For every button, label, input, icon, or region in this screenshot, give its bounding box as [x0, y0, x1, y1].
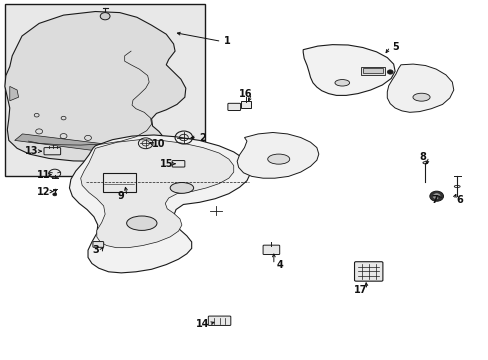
Bar — [102, 173, 136, 192]
Text: 13: 13 — [25, 146, 39, 156]
Polygon shape — [81, 140, 233, 248]
Circle shape — [429, 191, 443, 201]
Polygon shape — [69, 135, 250, 273]
Text: 14: 14 — [196, 319, 209, 329]
Polygon shape — [10, 86, 19, 101]
Text: 2: 2 — [199, 132, 206, 143]
FancyBboxPatch shape — [354, 262, 382, 281]
Bar — [362, 68, 383, 73]
FancyBboxPatch shape — [263, 245, 279, 255]
Text: 15: 15 — [159, 159, 173, 169]
Text: 7: 7 — [431, 195, 438, 205]
Ellipse shape — [267, 154, 289, 164]
Polygon shape — [386, 64, 453, 112]
Text: 10: 10 — [152, 139, 165, 149]
Bar — [360, 67, 385, 75]
FancyBboxPatch shape — [44, 148, 61, 155]
Text: 17: 17 — [353, 285, 367, 295]
Circle shape — [432, 194, 439, 199]
Polygon shape — [5, 12, 185, 161]
Polygon shape — [303, 45, 394, 95]
Text: 1: 1 — [224, 36, 230, 46]
Text: 12: 12 — [37, 186, 51, 197]
Text: 5: 5 — [392, 42, 399, 52]
FancyBboxPatch shape — [227, 103, 240, 111]
Bar — [5, 4, 205, 176]
Text: 16: 16 — [239, 89, 252, 99]
Text: 9: 9 — [118, 191, 124, 201]
Circle shape — [100, 13, 110, 20]
FancyBboxPatch shape — [208, 316, 230, 325]
Text: 8: 8 — [419, 152, 426, 162]
Polygon shape — [15, 134, 134, 155]
Text: 4: 4 — [276, 260, 283, 270]
Ellipse shape — [334, 80, 349, 86]
Circle shape — [386, 70, 392, 74]
FancyBboxPatch shape — [93, 242, 103, 247]
Text: 11: 11 — [37, 170, 51, 180]
Ellipse shape — [170, 183, 193, 193]
FancyBboxPatch shape — [241, 101, 250, 108]
Polygon shape — [237, 132, 318, 178]
Text: 3: 3 — [92, 245, 99, 255]
Ellipse shape — [126, 216, 157, 230]
Ellipse shape — [412, 93, 429, 101]
Circle shape — [53, 193, 57, 196]
FancyBboxPatch shape — [172, 161, 184, 167]
Text: 6: 6 — [455, 195, 462, 205]
